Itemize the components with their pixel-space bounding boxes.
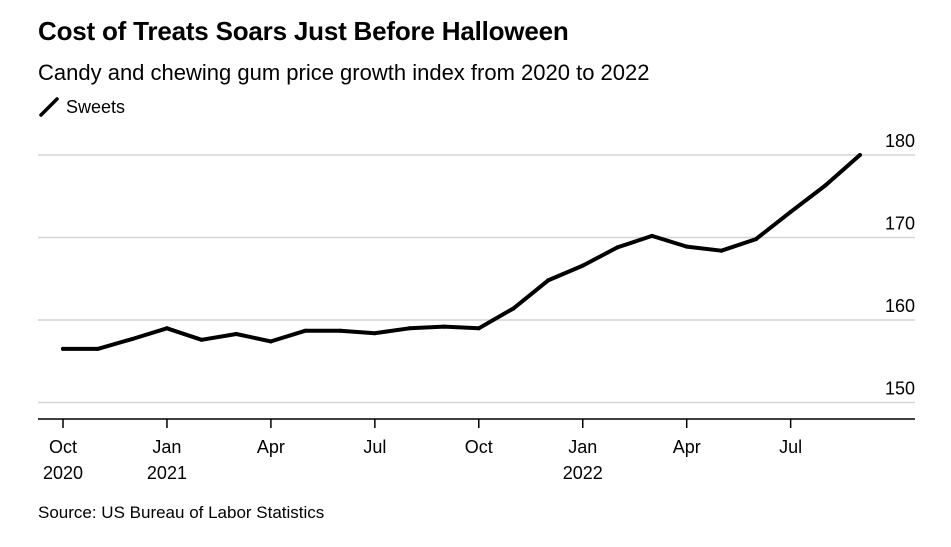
y-tick-label-160: 160 (885, 296, 915, 316)
data-point-2021-09 (442, 324, 447, 329)
x-tick-label-0: Oct (49, 437, 77, 457)
x-tick-label-18: Apr (673, 437, 701, 457)
data-point-2021-02 (199, 337, 204, 342)
data-point-2022-05 (719, 248, 724, 253)
data-point-2022-03 (650, 233, 655, 238)
x-tick-label-6: Apr (257, 437, 285, 457)
chart-source: Source: US Bureau of Labor Statistics (38, 503, 325, 522)
x-tick-label-9: Jul (363, 437, 386, 457)
data-point-2022-08 (823, 183, 828, 188)
data-point-2022-04 (684, 244, 689, 249)
data-point-2021-06 (338, 328, 343, 333)
y-axis-labels: 150 160 170 180 (885, 131, 915, 399)
legend-label-sweets: Sweets (66, 96, 126, 117)
data-point-2022-09 (857, 153, 862, 157)
chart-title: Cost of Treats Soars Just Before Hallowe… (38, 16, 569, 46)
x-tick-year-label-0: 2020 (43, 463, 83, 483)
data-point-2022-02 (615, 245, 620, 250)
data-point-2021-10 (476, 326, 481, 331)
data-point-2020-10 (61, 346, 65, 351)
data-point-2021-01 (164, 326, 169, 331)
series-line-sweets (61, 153, 862, 351)
legend: Sweets (38, 96, 125, 118)
data-point-2021-12 (546, 278, 551, 283)
data-point-2022-01 (580, 263, 585, 268)
y-tick-label-180: 180 (885, 131, 915, 151)
data-point-2022-06 (754, 237, 758, 242)
series-layer (61, 153, 862, 351)
x-tick-year-label-15: 2022 (563, 463, 603, 483)
data-point-2020-11 (95, 346, 100, 351)
data-point-2022-07 (788, 209, 793, 214)
x-tick-label-21: Jul (779, 437, 802, 457)
data-point-2021-03 (234, 332, 239, 337)
legend-line-icon (39, 97, 59, 117)
x-tick-label-12: Oct (465, 437, 493, 457)
x-tick-label-3: Jan (152, 437, 181, 457)
y-tick-label-150: 150 (885, 379, 915, 399)
data-point-2020-12 (130, 336, 135, 341)
x-tick-year-label-3: 2021 (147, 463, 187, 483)
y-tick-label-170: 170 (885, 214, 915, 234)
data-point-2021-04 (268, 339, 273, 344)
x-tick-label-15: Jan (568, 437, 597, 457)
data-point-2021-08 (407, 326, 412, 331)
data-point-2021-05 (303, 328, 308, 333)
gridlines (38, 154, 915, 404)
data-point-2021-11 (511, 306, 516, 311)
x-axis-labels: Oct 2020 Jan 2021 Apr Jul Oct Jan 2022 Apr Jul (43, 419, 802, 483)
chart-subtitle: Candy and chewing gum price growth index… (38, 60, 650, 85)
data-point-2021-07 (372, 331, 377, 336)
